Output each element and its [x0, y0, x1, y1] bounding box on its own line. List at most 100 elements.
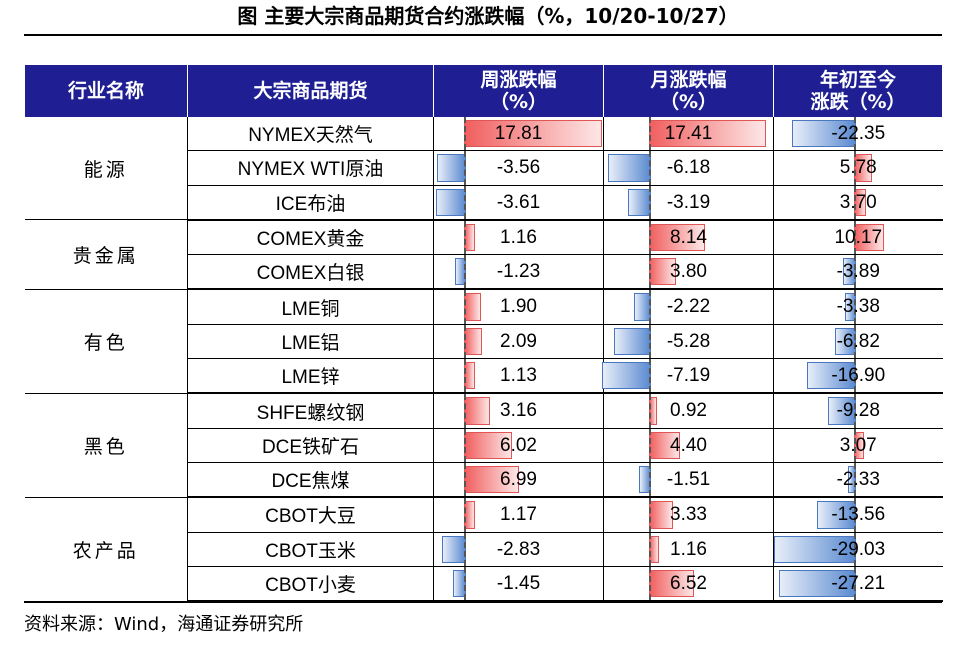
- month-change-cell: 4.40: [603, 428, 774, 463]
- zero-axis: [854, 220, 856, 255]
- ytd-change-value: -3.89: [836, 261, 880, 283]
- zero-axis: [649, 185, 651, 219]
- week-change-cell: 1.90: [433, 289, 604, 325]
- month-change-value: 0.92: [670, 400, 707, 422]
- commodity-name-cell: SHFE螺纹钢: [187, 393, 434, 429]
- week-change-cell: 1.16: [433, 219, 604, 256]
- zero-axis: [649, 117, 651, 151]
- zero-axis: [854, 290, 856, 324]
- table-row: 能源 NYMEX天然气 17.81 17.41 -22.35: [24, 117, 943, 221]
- ytd-change-value: -2.33: [836, 468, 880, 490]
- month-change-cell: 1.16: [603, 532, 774, 567]
- week-change-cell: -2.83: [433, 532, 604, 567]
- zero-axis: [464, 394, 466, 428]
- commodity-name-cell: COMEX黄金: [187, 219, 434, 256]
- zero-axis: [854, 117, 856, 151]
- week-change-cell: 3.16: [433, 393, 604, 429]
- week-change-cell: 1.13: [433, 358, 604, 395]
- ytd-change-value: -13.56: [831, 504, 886, 526]
- week-change-value: 3.16: [500, 400, 537, 422]
- zero-axis: [464, 255, 466, 289]
- month-change-value: -7.19: [666, 365, 711, 387]
- table-row: CBOT玉米 -2.83 1.16 -29.03: [25, 532, 943, 567]
- week-change-cell: -3.61: [433, 185, 604, 221]
- zero-axis: [464, 324, 466, 359]
- negative-data-bar: [807, 362, 856, 390]
- ytd-change-cell: 3.07: [773, 428, 943, 463]
- week-change-value: 1.90: [500, 296, 537, 318]
- zero-axis: [649, 532, 651, 566]
- zero-axis: [854, 324, 856, 359]
- zero-axis: [649, 255, 651, 289]
- negative-data-bar: [614, 327, 651, 356]
- ytd-change-value: 10.17: [834, 226, 883, 248]
- ytd-change-cell: 5.78: [773, 150, 943, 186]
- zero-axis: [649, 428, 651, 462]
- month-change-cell: -7.19: [601, 358, 774, 395]
- zero-axis: [464, 532, 466, 566]
- table-row: LME铝 2.09 -5.28 -6.82: [25, 324, 943, 360]
- ytd-change-value: -29.03: [831, 538, 886, 560]
- ytd-change-cell: -3.89: [773, 254, 943, 291]
- zero-axis: [649, 151, 651, 185]
- commodity-name-cell: LME铜: [187, 289, 434, 325]
- week-change-cell: 1.17: [433, 497, 604, 533]
- ytd-change-value: -16.90: [831, 365, 886, 387]
- week-change-value: -3.61: [496, 191, 541, 213]
- positive-data-bar: [464, 120, 602, 148]
- industry-cell: 黑色: [24, 393, 188, 498]
- zero-axis: [464, 185, 466, 219]
- commodity-name-cell: NYMEX WTI原油: [187, 150, 434, 186]
- table-row: COMEX白银 -1.23 3.80 -3.89: [25, 254, 943, 291]
- week-change-value: 2.09: [500, 330, 537, 352]
- ytd-change-value: 3.07: [839, 434, 877, 456]
- source-note: 资料来源：Wind，海通证券研究所: [24, 614, 304, 635]
- ytd-change-value: -27.21: [831, 572, 886, 594]
- zero-axis: [854, 185, 856, 219]
- commodity-name-cell: LME铝: [187, 324, 434, 360]
- ytd-change-cell: 10.17: [773, 219, 943, 256]
- zero-axis: [464, 117, 466, 151]
- zero-axis: [649, 394, 651, 428]
- week-change-value: 6.99: [500, 468, 537, 490]
- zero-axis: [464, 566, 466, 601]
- ytd-change-value: 5.78: [839, 157, 877, 179]
- commodity-name-cell: DCE焦煤: [187, 462, 434, 499]
- month-change-value: 3.80: [670, 261, 707, 283]
- zero-axis: [464, 462, 466, 497]
- week-change-value: 1.17: [500, 504, 537, 526]
- ytd-change-value: 3.70: [839, 191, 877, 213]
- negative-data-bar: [779, 569, 856, 598]
- zero-axis: [649, 498, 651, 532]
- month-change-cell: -5.28: [603, 324, 774, 360]
- month-change-value: -1.51: [666, 468, 711, 490]
- header-ytd: 年初至今 涨跌（%）: [773, 65, 943, 117]
- zero-axis: [464, 290, 466, 324]
- zero-axis: [854, 359, 856, 393]
- zero-axis: [464, 428, 466, 462]
- ytd-change-value: -9.28: [836, 400, 880, 422]
- week-change-value: 6.02: [500, 434, 537, 456]
- zero-axis: [649, 359, 651, 393]
- zero-axis: [464, 220, 466, 255]
- commodity-name-cell: CBOT大豆: [187, 497, 434, 533]
- zero-axis: [464, 151, 466, 185]
- ytd-change-value: -22.35: [831, 123, 886, 144]
- zero-axis: [464, 359, 466, 393]
- industry-cell: 能源: [24, 117, 188, 221]
- commodity-name-cell: DCE铁矿石: [187, 428, 434, 463]
- ytd-change-cell: -2.33: [773, 462, 943, 499]
- month-change-cell: 3.33: [603, 497, 774, 533]
- week-change-value: 17.81: [494, 123, 543, 144]
- ytd-change-cell: -3.38: [773, 289, 943, 325]
- month-change-cell: -2.22: [603, 289, 774, 325]
- week-change-value: -3.56: [496, 157, 541, 179]
- ytd-change-cell: -22.35: [773, 117, 943, 152]
- zero-axis: [464, 498, 466, 532]
- zero-axis: [649, 566, 651, 601]
- zero-axis: [854, 462, 856, 497]
- ytd-change-cell: -16.90: [773, 358, 943, 395]
- table-row: 有色 LME铜 1.90 -2.22 -3.38: [24, 289, 943, 394]
- month-change-cell: 6.52: [603, 566, 774, 603]
- header-commodity: 大宗商品期货: [187, 65, 434, 117]
